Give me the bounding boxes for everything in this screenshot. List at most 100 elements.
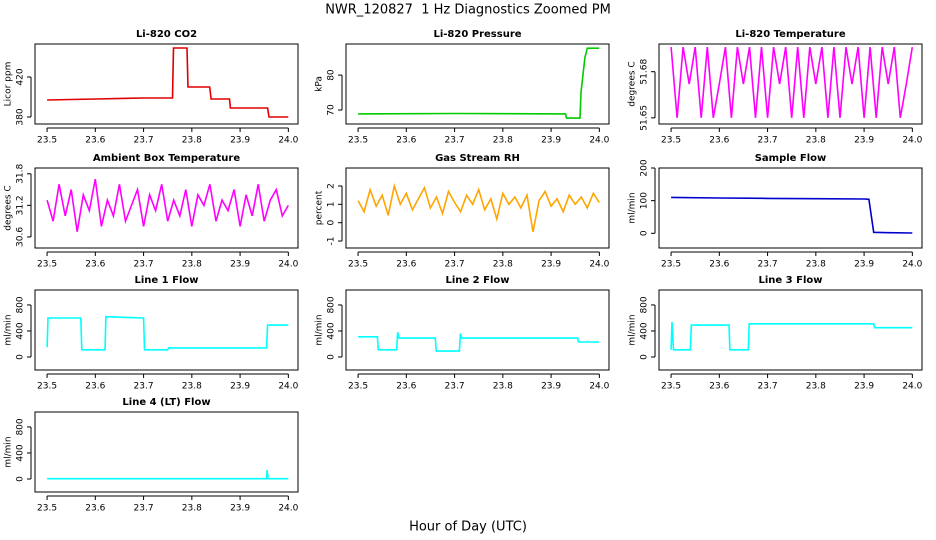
x-tick-label: 23.6: [85, 382, 105, 392]
y-tick-label: 80: [327, 69, 337, 81]
y-tick-label: 0: [640, 354, 650, 360]
data-line: [670, 46, 914, 118]
plot-frame: [34, 411, 299, 493]
x-tick-label: 23.9: [230, 136, 250, 146]
panel-title: Gas Stream RH: [435, 153, 520, 164]
x-tick-label: 23.9: [230, 504, 250, 514]
x-tick-label: 23.9: [541, 260, 561, 270]
x-tick-label: 24.0: [589, 136, 609, 146]
y-tick-label: 800: [327, 296, 337, 313]
x-tick-label: 23.8: [806, 382, 826, 392]
x-tick-label: 23.8: [493, 382, 513, 392]
x-tick-label: 24.0: [902, 260, 922, 270]
y-tick-label: -1: [327, 237, 337, 246]
x-tick-label: 23.5: [37, 504, 57, 514]
x-tick-label: 23.6: [85, 136, 105, 146]
plot-frame: [34, 43, 299, 125]
panel-title: Line 1 Flow: [135, 275, 199, 286]
x-tick-label: 23.7: [445, 260, 465, 270]
plot-frame: [658, 289, 923, 371]
y-axis-label: kPa: [315, 76, 325, 92]
x-tick-label: 23.7: [758, 382, 778, 392]
x-tick-label: 23.9: [854, 136, 874, 146]
y-tick-label: 0: [327, 220, 337, 226]
y-axis-label: degrees C: [628, 61, 638, 106]
plot-frame: [658, 43, 923, 125]
x-tick-label: 23.5: [348, 136, 368, 146]
x-tick-label: 23.5: [661, 382, 681, 392]
plot-frame: [345, 43, 610, 125]
panel-title: Li-820 Temperature: [735, 29, 845, 40]
x-tick-label: 24.0: [278, 382, 298, 392]
x-tick-label: 24.0: [589, 382, 609, 392]
y-tick-label: 420: [16, 68, 26, 85]
y-tick-label: 30.6: [16, 227, 26, 247]
y-axis-label: ml/min: [4, 314, 14, 345]
x-tick-label: 23.6: [85, 260, 105, 270]
x-tick-label: 23.7: [758, 136, 778, 146]
panel-title: Line 3 Flow: [759, 275, 823, 286]
y-tick-label: 800: [16, 418, 26, 435]
x-tick-label: 23.8: [182, 136, 202, 146]
x-tick-label: 23.6: [396, 260, 416, 270]
x-axis-label: Hour of Day (UTC): [409, 520, 527, 535]
x-tick-label: 23.5: [348, 260, 368, 270]
panel-title: Li-820 Pressure: [433, 29, 521, 40]
x-tick-label: 23.6: [85, 504, 105, 514]
y-tick-label: 2: [327, 183, 337, 189]
plot-frame: [34, 289, 299, 371]
x-tick-label: 23.7: [445, 382, 465, 392]
x-tick-label: 23.8: [182, 382, 202, 392]
x-tick-label: 24.0: [278, 504, 298, 514]
x-tick-label: 23.5: [37, 382, 57, 392]
y-tick-label: 800: [16, 296, 26, 313]
y-axis-label: degrees C: [4, 185, 14, 230]
data-line: [358, 47, 600, 119]
x-tick-label: 23.9: [230, 260, 250, 270]
y-tick-label: 1: [327, 201, 337, 207]
plot-frame: [345, 289, 610, 371]
x-tick-label: 23.9: [854, 382, 874, 392]
x-tick-label: 23.7: [134, 136, 154, 146]
x-tick-label: 23.5: [37, 136, 57, 146]
x-tick-label: 24.0: [589, 260, 609, 270]
y-axis-label: ml/min: [315, 314, 325, 345]
x-tick-label: 24.0: [902, 136, 922, 146]
y-axis-label: ml/min: [628, 314, 638, 345]
y-tick-label: 400: [16, 322, 26, 339]
x-tick-label: 23.9: [541, 382, 561, 392]
x-tick-label: 23.8: [493, 136, 513, 146]
y-tick-label: 51.65: [640, 105, 650, 131]
y-tick-label: 51.68: [640, 59, 650, 85]
y-tick-label: 0: [640, 230, 650, 236]
x-tick-label: 23.5: [661, 260, 681, 270]
plot-frame: [34, 167, 299, 249]
y-tick-label: 800: [640, 296, 650, 313]
x-tick-label: 23.7: [758, 260, 778, 270]
x-tick-label: 23.9: [854, 260, 874, 270]
x-tick-label: 23.7: [134, 260, 154, 270]
x-tick-label: 23.8: [806, 136, 826, 146]
x-tick-label: 23.6: [709, 382, 729, 392]
data-line: [46, 315, 289, 351]
plot-frame: [345, 167, 610, 249]
x-tick-label: 24.0: [278, 260, 298, 270]
data-line: [358, 332, 600, 352]
figure-title: NWR_120827 1 Hz Diagnostics Zoomed PM: [325, 3, 611, 18]
x-tick-label: 23.9: [541, 136, 561, 146]
x-tick-label: 23.5: [37, 260, 57, 270]
x-tick-label: 23.6: [709, 136, 729, 146]
panel-title: Ambient Box Temperature: [93, 153, 240, 164]
x-tick-label: 23.6: [709, 260, 729, 270]
x-tick-label: 23.7: [134, 382, 154, 392]
x-tick-label: 23.8: [182, 504, 202, 514]
y-tick-label: 380: [16, 108, 26, 125]
x-tick-label: 23.9: [230, 382, 250, 392]
y-tick-label: 70: [327, 104, 337, 116]
y-tick-label: 0: [16, 476, 26, 482]
x-tick-label: 23.8: [806, 260, 826, 270]
x-tick-label: 23.7: [134, 504, 154, 514]
y-tick-label: 0: [327, 354, 337, 360]
